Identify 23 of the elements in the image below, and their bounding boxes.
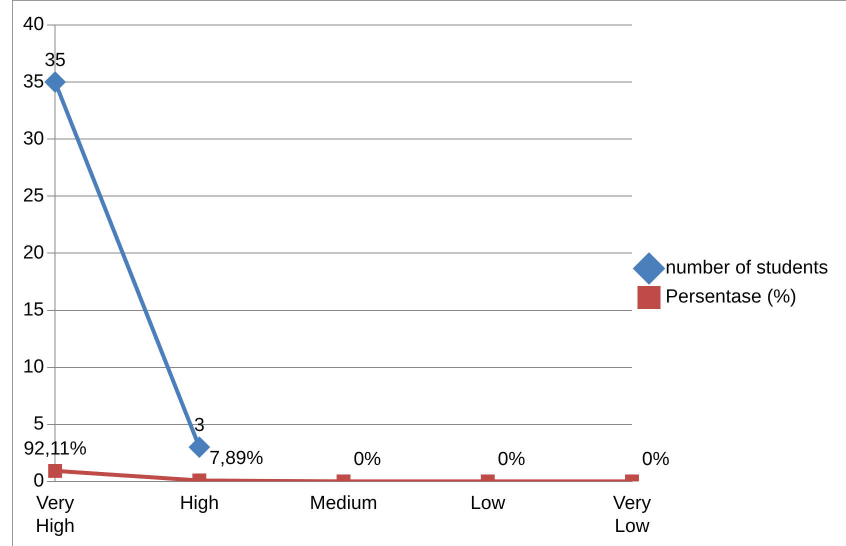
- y-tick-label: 0: [34, 470, 44, 492]
- y-tick-label: 5: [34, 414, 44, 435]
- y-tick-label: 10: [22, 356, 44, 378]
- legend-label: number of students: [666, 258, 828, 279]
- y-tick-label: 20: [22, 242, 44, 264]
- data-label: 92,11%: [24, 438, 87, 460]
- point: [45, 72, 66, 92]
- y-tick-label: 25: [22, 185, 44, 206]
- data-label: 0%: [642, 449, 670, 470]
- x-tick-label: Very Low: [612, 493, 652, 537]
- y-tick-label: 30: [22, 128, 44, 150]
- x-tick-label: Very High: [36, 493, 75, 537]
- legend-label: Persentase (%): [666, 286, 796, 308]
- data-label: 7,89%: [209, 448, 264, 470]
- x-tick-label: High: [180, 493, 219, 514]
- x-tick-label: Medium: [310, 493, 378, 514]
- x-tick-label: Low: [470, 493, 506, 514]
- y-tick-label: 40: [22, 14, 44, 36]
- y-tick-label: 15: [22, 299, 44, 320]
- y-tick-label: 35: [22, 71, 44, 92]
- data-label: 0%: [354, 449, 382, 470]
- data-label: 0%: [498, 449, 526, 470]
- data-label: 3: [194, 414, 205, 436]
